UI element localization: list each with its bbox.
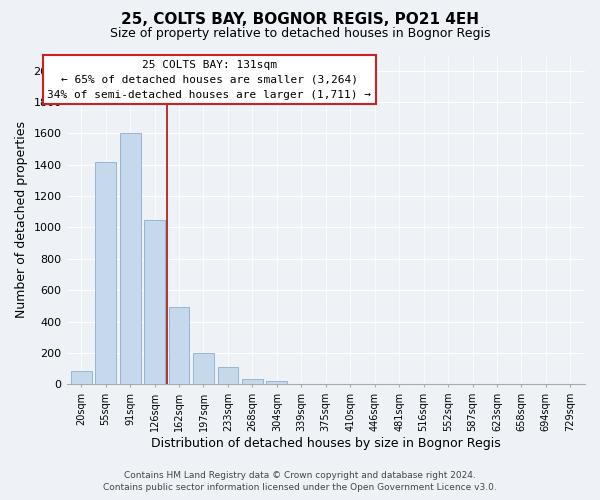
- Text: 25 COLTS BAY: 131sqm
← 65% of detached houses are smaller (3,264)
34% of semi-de: 25 COLTS BAY: 131sqm ← 65% of detached h…: [47, 60, 371, 100]
- X-axis label: Distribution of detached houses by size in Bognor Regis: Distribution of detached houses by size …: [151, 437, 500, 450]
- Y-axis label: Number of detached properties: Number of detached properties: [15, 121, 28, 318]
- Bar: [120, 134, 140, 384]
- Bar: [71, 371, 92, 384]
- Text: Size of property relative to detached houses in Bognor Regis: Size of property relative to detached ho…: [110, 28, 490, 40]
- Text: Contains HM Land Registry data © Crown copyright and database right 2024.
Contai: Contains HM Land Registry data © Crown c…: [103, 471, 497, 492]
- Bar: [144, 220, 165, 384]
- Bar: [193, 353, 214, 384]
- Bar: [266, 382, 287, 384]
- Text: 25, COLTS BAY, BOGNOR REGIS, PO21 4EH: 25, COLTS BAY, BOGNOR REGIS, PO21 4EH: [121, 12, 479, 28]
- Bar: [218, 367, 238, 384]
- Bar: [242, 379, 263, 384]
- Bar: [95, 162, 116, 384]
- Bar: [169, 308, 190, 384]
